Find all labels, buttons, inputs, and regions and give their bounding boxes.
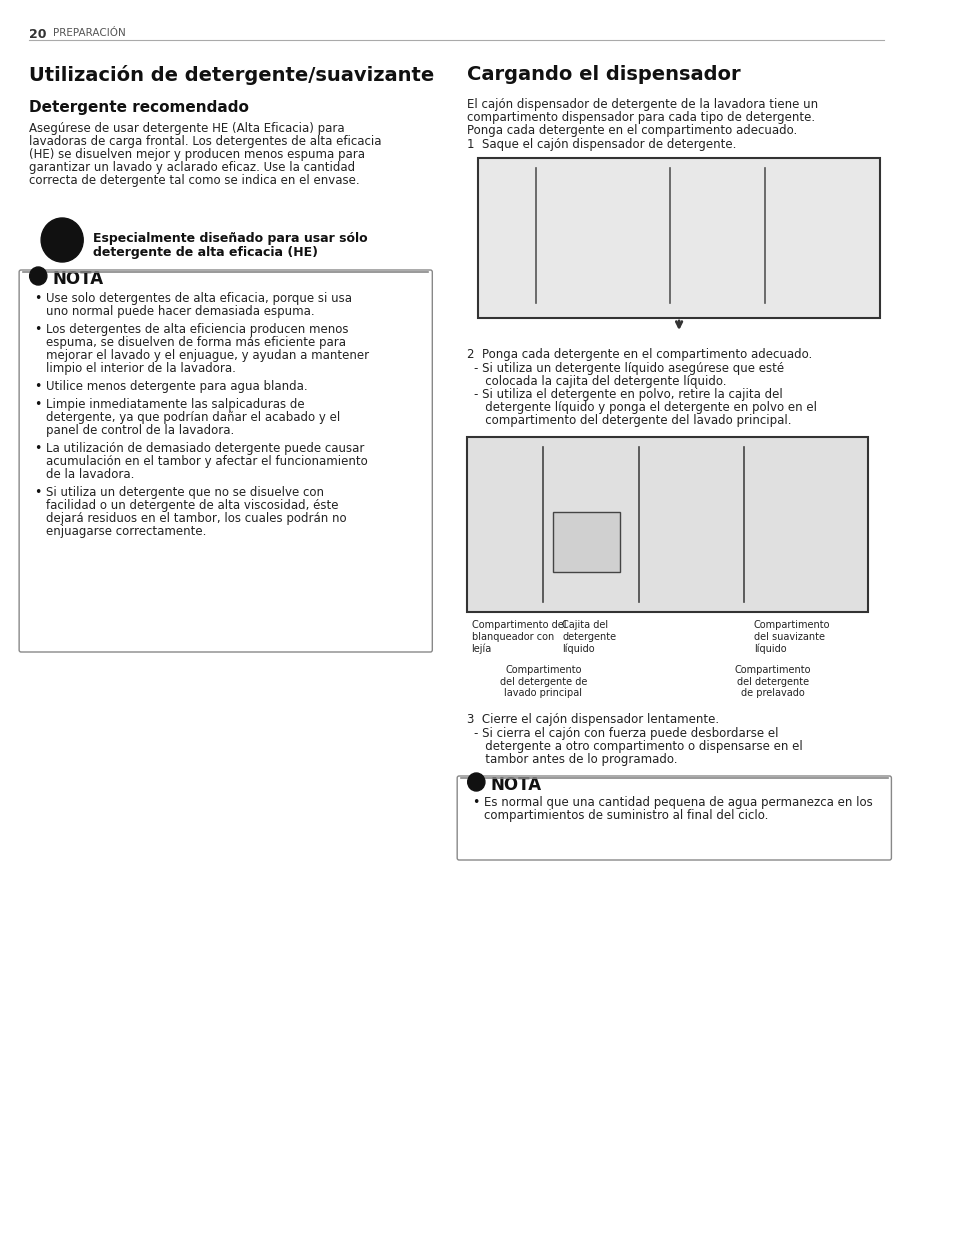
Text: - Si cierra el cajón con fuerza puede desbordarse el: - Si cierra el cajón con fuerza puede de… — [474, 727, 778, 740]
Text: - Si utiliza el detergente en polvo, retire la cajita del: - Si utiliza el detergente en polvo, ret… — [474, 388, 782, 401]
Text: detergente líquido y ponga el detergente en polvo en el: detergente líquido y ponga el detergente… — [474, 401, 817, 414]
Text: compartimento dispensador para cada tipo de detergente.: compartimento dispensador para cada tipo… — [466, 111, 814, 124]
Text: •: • — [34, 398, 42, 411]
Circle shape — [30, 267, 47, 285]
Text: 1  Saque el cajón dispensador de detergente.: 1 Saque el cajón dispensador de detergen… — [466, 138, 736, 151]
Text: garantizar un lavado y aclarado eficaz. Use la cantidad: garantizar un lavado y aclarado eficaz. … — [29, 161, 355, 174]
Text: lavadoras de carga frontal. Los detergentes de alta eficacia: lavadoras de carga frontal. Los detergen… — [29, 135, 381, 148]
Text: (HE) se disuelven mejor y producen menos espuma para: (HE) se disuelven mejor y producen menos… — [29, 148, 364, 161]
Text: Detergente recomendado: Detergente recomendado — [29, 100, 249, 115]
Text: i: i — [36, 270, 40, 280]
Text: i: i — [474, 776, 477, 785]
Text: espuma, se disuelven de forma más eficiente para: espuma, se disuelven de forma más eficie… — [46, 336, 346, 350]
Text: •: • — [34, 380, 42, 393]
Bar — [765, 168, 878, 303]
Text: detergente, ya que podrían dañar el acabado y el: detergente, ya que podrían dañar el acab… — [46, 411, 340, 424]
Text: compartimientos de suministro al final del ciclo.: compartimientos de suministro al final d… — [483, 809, 767, 823]
Text: 20: 20 — [29, 28, 46, 41]
Text: detergente de alta eficacia (HE): detergente de alta eficacia (HE) — [92, 246, 317, 259]
Text: NOTA: NOTA — [52, 270, 104, 288]
Bar — [670, 168, 763, 303]
Text: •: • — [34, 442, 42, 454]
Text: Compartimento del
blanqueador con
lejía: Compartimento del blanqueador con lejía — [471, 620, 565, 653]
Text: 3  Cierre el cajón dispensador lentamente.: 3 Cierre el cajón dispensador lentamente… — [466, 713, 719, 726]
Text: enjuagarse correctamente.: enjuagarse correctamente. — [46, 525, 206, 538]
FancyBboxPatch shape — [456, 776, 890, 860]
Text: Limpie inmediatamente las salpicaduras de: Limpie inmediatamente las salpicaduras d… — [46, 398, 304, 411]
Bar — [536, 168, 668, 303]
Text: NOTA: NOTA — [490, 776, 541, 794]
Text: Compartimento
del suavizante
líquido: Compartimento del suavizante líquido — [753, 620, 829, 653]
Text: Es normal que una cantidad pequena de agua permanezca en los: Es normal que una cantidad pequena de ag… — [483, 797, 872, 809]
Text: •: • — [34, 487, 42, 499]
Text: Asegúrese de usar detergente HE (Alta Eficacia) para: Asegúrese de usar detergente HE (Alta Ef… — [29, 122, 344, 135]
Text: Especialmente diseñado para usar sólo: Especialmente diseñado para usar sólo — [92, 232, 367, 245]
Text: •: • — [34, 291, 42, 305]
Text: uno normal puede hacer demasiada espuma.: uno normal puede hacer demasiada espuma. — [46, 305, 314, 317]
Text: Utilice menos detergente para agua blanda.: Utilice menos detergente para agua bland… — [46, 380, 307, 393]
Text: detergente a otro compartimento o dispensarse en el: detergente a otro compartimento o dispen… — [474, 740, 802, 753]
Text: El cajón dispensador de detergente de la lavadora tiene un: El cajón dispensador de detergente de la… — [466, 98, 817, 111]
Text: Utilización de detergente/suavizante: Utilización de detergente/suavizante — [29, 65, 434, 85]
Text: La utilización de demasiado detergente puede causar: La utilización de demasiado detergente p… — [46, 442, 364, 454]
Text: colocada la cajita del detergente líquido.: colocada la cajita del detergente líquid… — [474, 375, 726, 388]
Text: facilidad o un detergente de alta viscosidad, éste: facilidad o un detergente de alta viscos… — [46, 499, 338, 513]
Text: PREPARACIÓN: PREPARACIÓN — [52, 28, 125, 38]
FancyBboxPatch shape — [466, 437, 867, 613]
Text: Los detergentes de alta eficiencia producen menos: Los detergentes de alta eficiencia produ… — [46, 324, 348, 336]
Text: Cargando el dispensador: Cargando el dispensador — [466, 65, 740, 84]
Text: Si utiliza un detergente que no se disuelve con: Si utiliza un detergente que no se disue… — [46, 487, 324, 499]
Text: panel de control de la lavadora.: panel de control de la lavadora. — [46, 424, 233, 437]
Text: Compartimento
del detergente de
lavado principal: Compartimento del detergente de lavado p… — [499, 664, 586, 698]
Text: Cajita del
detergente
líquido: Cajita del detergente líquido — [562, 620, 616, 653]
Text: acumulación en el tambor y afectar el funcionamiento: acumulación en el tambor y afectar el fu… — [46, 454, 367, 468]
Text: •: • — [472, 797, 479, 809]
Text: limpio el interior de la lavadora.: limpio el interior de la lavadora. — [46, 362, 235, 375]
Text: •: • — [34, 324, 42, 336]
Text: - Si utiliza un detergente líquido asegúrese que esté: - Si utiliza un detergente líquido asegú… — [474, 362, 783, 375]
Text: correcta de detergente tal como se indica en el envase.: correcta de detergente tal como se indic… — [29, 174, 359, 186]
Bar — [478, 168, 534, 303]
Text: compartimento del detergente del lavado principal.: compartimento del detergente del lavado … — [474, 414, 791, 427]
Text: tambor antes de lo programado.: tambor antes de lo programado. — [474, 753, 678, 766]
Text: dejará residuos en el tambor, los cuales podrán no: dejará residuos en el tambor, los cuales… — [46, 513, 346, 525]
Text: he: he — [51, 225, 75, 243]
Text: Use solo detergentes de alta eficacia, porque si usa: Use solo detergentes de alta eficacia, p… — [46, 291, 352, 305]
Text: de la lavadora.: de la lavadora. — [46, 468, 134, 480]
Circle shape — [467, 773, 484, 790]
FancyBboxPatch shape — [19, 270, 432, 652]
Text: Compartimento
del detergente
de prelavado: Compartimento del detergente de prelavad… — [734, 664, 810, 698]
Text: 2  Ponga cada detergente en el compartimento adecuado.: 2 Ponga cada detergente en el compartime… — [466, 348, 811, 361]
Text: Ponga cada detergente en el compartimento adecuado.: Ponga cada detergente en el compartiment… — [466, 124, 796, 137]
Bar — [552, 513, 619, 572]
FancyBboxPatch shape — [477, 158, 879, 317]
Text: mejorar el lavado y el enjuague, y ayudan a mantener: mejorar el lavado y el enjuague, y ayuda… — [46, 350, 369, 362]
Circle shape — [41, 219, 83, 262]
